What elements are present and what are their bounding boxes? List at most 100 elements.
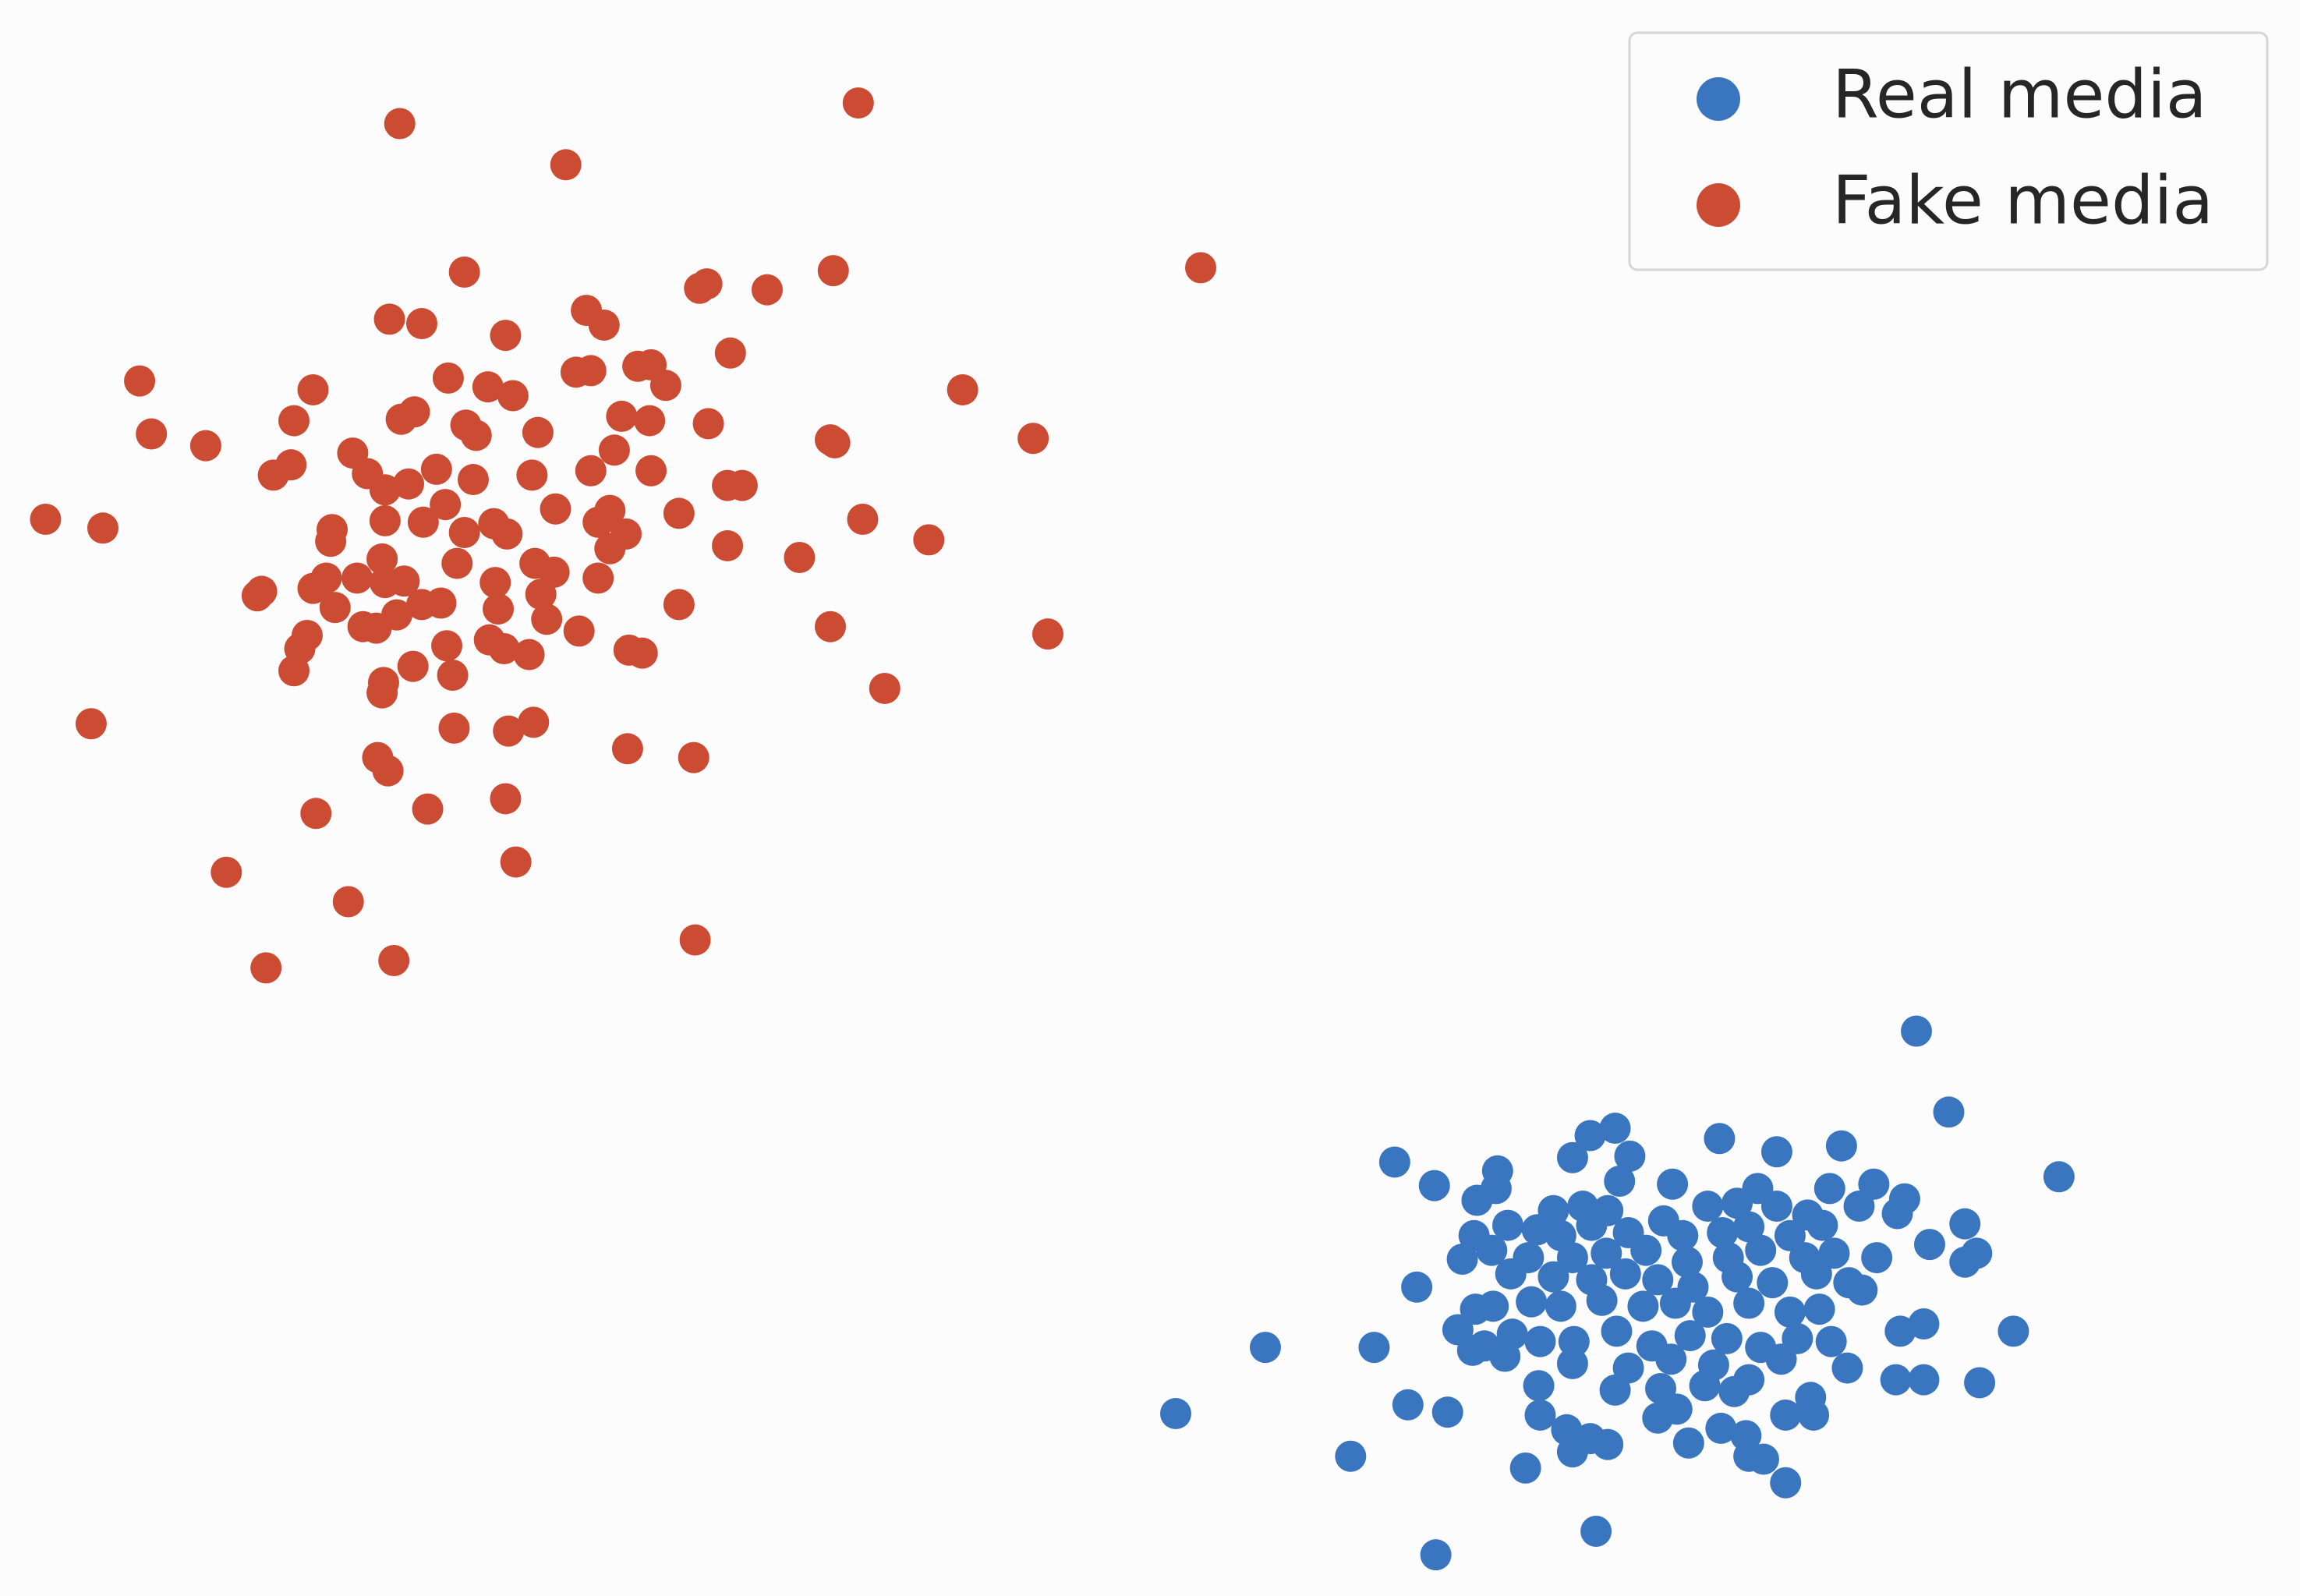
- point: [438, 712, 470, 744]
- point: [684, 272, 716, 304]
- point: [493, 715, 525, 747]
- point: [1760, 1136, 1792, 1168]
- point: [1591, 1237, 1622, 1269]
- point: [1609, 1258, 1641, 1290]
- point: [431, 630, 463, 662]
- point: [634, 405, 666, 437]
- point: [1800, 1258, 1832, 1290]
- point: [1576, 1209, 1608, 1241]
- point: [448, 516, 480, 548]
- point: [1672, 1427, 1704, 1459]
- point: [1798, 1399, 1830, 1431]
- point: [1880, 1364, 1912, 1396]
- point: [1908, 1364, 1940, 1396]
- point: [124, 365, 156, 397]
- point: [1537, 1261, 1569, 1293]
- point: [1689, 1370, 1721, 1402]
- point: [649, 370, 681, 402]
- point: [1592, 1428, 1624, 1460]
- point: [1704, 1123, 1736, 1155]
- point: [1630, 1234, 1662, 1266]
- point: [1770, 1399, 1802, 1431]
- point: [1825, 1130, 1857, 1162]
- point: [457, 464, 489, 496]
- point: [1456, 1334, 1488, 1366]
- point: [817, 255, 849, 287]
- point: [714, 337, 746, 369]
- point: [488, 633, 520, 665]
- point: [1521, 1214, 1553, 1246]
- point: [460, 419, 492, 451]
- point: [1711, 1322, 1743, 1354]
- point: [594, 533, 626, 564]
- point: [1858, 1168, 1890, 1200]
- point: [1159, 1398, 1191, 1430]
- point: [525, 579, 557, 610]
- point: [1803, 1293, 1835, 1325]
- point: [1846, 1274, 1878, 1306]
- point: [513, 639, 545, 671]
- point: [388, 565, 420, 597]
- point: [751, 274, 783, 306]
- point: [1477, 1290, 1509, 1322]
- point: [679, 924, 711, 956]
- point: [1933, 1096, 1965, 1128]
- point: [432, 362, 464, 394]
- point: [1017, 423, 1049, 455]
- point: [1949, 1208, 1981, 1240]
- point: [1358, 1332, 1390, 1364]
- point: [1721, 1187, 1753, 1219]
- point: [575, 355, 607, 387]
- point: [1556, 1347, 1588, 1379]
- point: [1806, 1209, 1838, 1241]
- point: [310, 562, 342, 594]
- point: [412, 793, 444, 825]
- point: [275, 449, 307, 481]
- point: [425, 587, 457, 619]
- point: [1692, 1191, 1724, 1223]
- point: [497, 380, 529, 412]
- point: [1671, 1246, 1703, 1278]
- point: [531, 603, 563, 635]
- point: [1524, 1325, 1556, 1357]
- point: [1861, 1242, 1893, 1274]
- point: [1733, 1211, 1765, 1243]
- point: [1627, 1290, 1659, 1322]
- point: [420, 453, 452, 485]
- point: [563, 615, 595, 647]
- point: [1401, 1271, 1433, 1303]
- point: [380, 599, 412, 631]
- point: [1901, 1015, 1933, 1047]
- point: [373, 303, 405, 335]
- point: [678, 741, 709, 773]
- point: [598, 434, 630, 466]
- point: [430, 489, 462, 521]
- point: [1185, 252, 1217, 284]
- point: [726, 469, 758, 501]
- point: [448, 257, 480, 288]
- point: [393, 468, 425, 500]
- point: [1392, 1389, 1424, 1421]
- point: [1516, 1286, 1548, 1318]
- point: [1884, 1315, 1916, 1347]
- point: [2043, 1161, 2075, 1193]
- point: [1815, 1325, 1847, 1357]
- point: [472, 371, 504, 403]
- point: [847, 503, 879, 535]
- legend-box: [1628, 31, 2269, 271]
- point: [1491, 1209, 1523, 1241]
- point: [483, 593, 515, 625]
- point: [1655, 1343, 1687, 1375]
- point: [211, 856, 242, 888]
- point: [1657, 1168, 1689, 1200]
- point: [588, 309, 620, 341]
- point: [1760, 1191, 1792, 1223]
- point: [398, 396, 430, 428]
- point: [366, 543, 398, 575]
- point: [1031, 618, 1063, 650]
- point: [1831, 1352, 1863, 1384]
- point: [1523, 1370, 1555, 1402]
- point: [1964, 1367, 1996, 1399]
- point: [369, 504, 401, 536]
